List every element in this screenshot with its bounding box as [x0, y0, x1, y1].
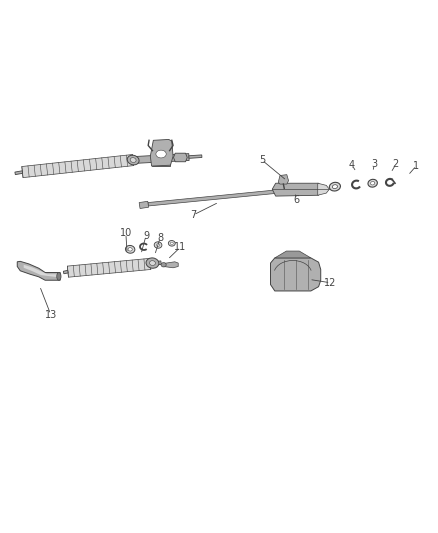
Ellipse shape: [368, 179, 378, 187]
Text: 1: 1: [413, 160, 420, 171]
Polygon shape: [24, 265, 58, 277]
Text: 11: 11: [174, 242, 187, 252]
Polygon shape: [278, 175, 289, 184]
Polygon shape: [271, 258, 321, 291]
Polygon shape: [148, 188, 292, 206]
Polygon shape: [152, 151, 170, 166]
Ellipse shape: [154, 242, 162, 248]
Text: 13: 13: [45, 310, 57, 320]
Polygon shape: [17, 261, 60, 280]
Ellipse shape: [128, 248, 132, 251]
Polygon shape: [150, 261, 161, 265]
Text: 9: 9: [143, 231, 149, 240]
Ellipse shape: [146, 258, 159, 268]
Polygon shape: [150, 140, 173, 166]
Ellipse shape: [156, 244, 160, 246]
Text: 10: 10: [120, 229, 132, 238]
Polygon shape: [64, 270, 68, 274]
Ellipse shape: [168, 240, 175, 246]
Text: 5: 5: [259, 155, 265, 165]
Text: 8: 8: [157, 233, 163, 243]
Polygon shape: [318, 183, 329, 195]
Polygon shape: [139, 201, 148, 208]
Polygon shape: [189, 155, 202, 158]
Ellipse shape: [149, 261, 155, 265]
Ellipse shape: [329, 182, 340, 191]
Text: 4: 4: [349, 160, 355, 170]
Text: 12: 12: [325, 278, 337, 288]
Polygon shape: [67, 259, 151, 277]
Text: 7: 7: [190, 210, 196, 220]
Polygon shape: [164, 262, 178, 268]
Text: 3: 3: [371, 159, 378, 169]
Polygon shape: [173, 153, 187, 161]
Polygon shape: [133, 154, 189, 164]
Ellipse shape: [57, 272, 61, 280]
Polygon shape: [15, 171, 23, 175]
Ellipse shape: [125, 246, 135, 253]
Ellipse shape: [170, 242, 173, 245]
Polygon shape: [22, 155, 134, 177]
Ellipse shape: [127, 155, 139, 165]
Polygon shape: [272, 183, 322, 196]
Text: 6: 6: [293, 195, 299, 205]
Ellipse shape: [156, 150, 166, 158]
Text: 2: 2: [393, 159, 399, 169]
Polygon shape: [275, 251, 311, 258]
Ellipse shape: [161, 263, 166, 267]
Ellipse shape: [130, 158, 136, 163]
Ellipse shape: [332, 185, 337, 189]
Ellipse shape: [371, 182, 375, 185]
